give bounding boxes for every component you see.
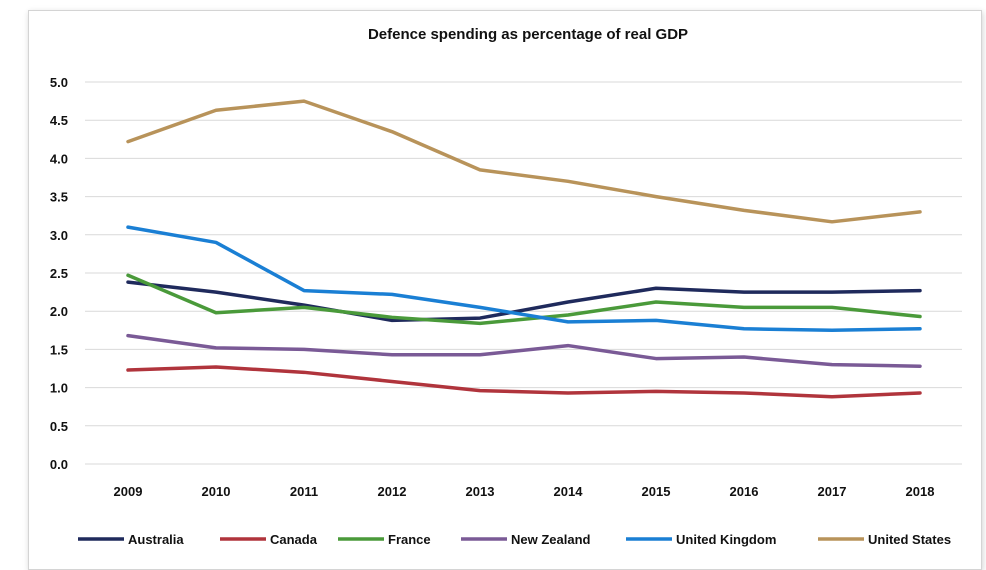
y-tick-label: 5.0 (50, 75, 68, 90)
x-tick-label: 2013 (466, 484, 495, 499)
series-lines (126, 99, 922, 399)
y-tick-label: 1.0 (50, 381, 68, 396)
x-axis-ticks: 2009 2010 2011 2012 2013 2014 2015 2016 2017 2018 (114, 484, 935, 499)
series-line-australia (126, 280, 922, 323)
series-line-united-kingdom (126, 225, 922, 333)
x-tick-label: 2014 (554, 484, 584, 499)
series-line-united-states (126, 99, 922, 224)
chart-title: Defence spending as percentage of real G… (368, 26, 688, 43)
y-tick-label: 3.5 (50, 190, 68, 205)
x-tick-label: 2012 (378, 484, 407, 499)
legend-label: United Kingdom (676, 532, 776, 547)
series-line-canada (126, 365, 922, 399)
y-tick-label: 0.0 (50, 457, 68, 472)
x-tick-label: 2015 (642, 484, 671, 499)
y-tick-label: 1.5 (50, 342, 68, 357)
series-line-new-zealand (126, 333, 922, 368)
legend-label: United States (868, 532, 951, 547)
x-tick-label: 2010 (202, 484, 231, 499)
y-tick-label: 4.0 (50, 151, 68, 166)
x-tick-label: 2017 (818, 484, 847, 499)
y-axis-ticks: 0.0 0.5 1.0 1.5 2.0 2.5 3.0 3.5 4.0 4.5 5.0 (50, 75, 68, 472)
y-tick-label: 2.5 (50, 266, 68, 281)
y-tick-label: 4.5 (50, 113, 68, 128)
line-chart: Defence spending as percentage of real G… (50, 26, 962, 547)
legend-label: New Zealand (511, 532, 591, 547)
x-tick-label: 2011 (290, 484, 318, 499)
legend: Australia Canada France New Zealand United K… (78, 532, 951, 547)
x-tick-label: 2016 (730, 484, 759, 499)
legend-label: Canada (270, 532, 318, 547)
series-line-france (126, 273, 922, 326)
gridlines (85, 81, 962, 465)
y-tick-label: 2.0 (50, 304, 68, 319)
legend-label: Australia (128, 532, 184, 547)
x-tick-label: 2009 (114, 484, 143, 499)
x-tick-label: 2018 (906, 484, 935, 499)
y-tick-label: 0.5 (50, 419, 68, 434)
legend-label: France (388, 532, 431, 547)
y-tick-label: 3.0 (50, 228, 68, 243)
